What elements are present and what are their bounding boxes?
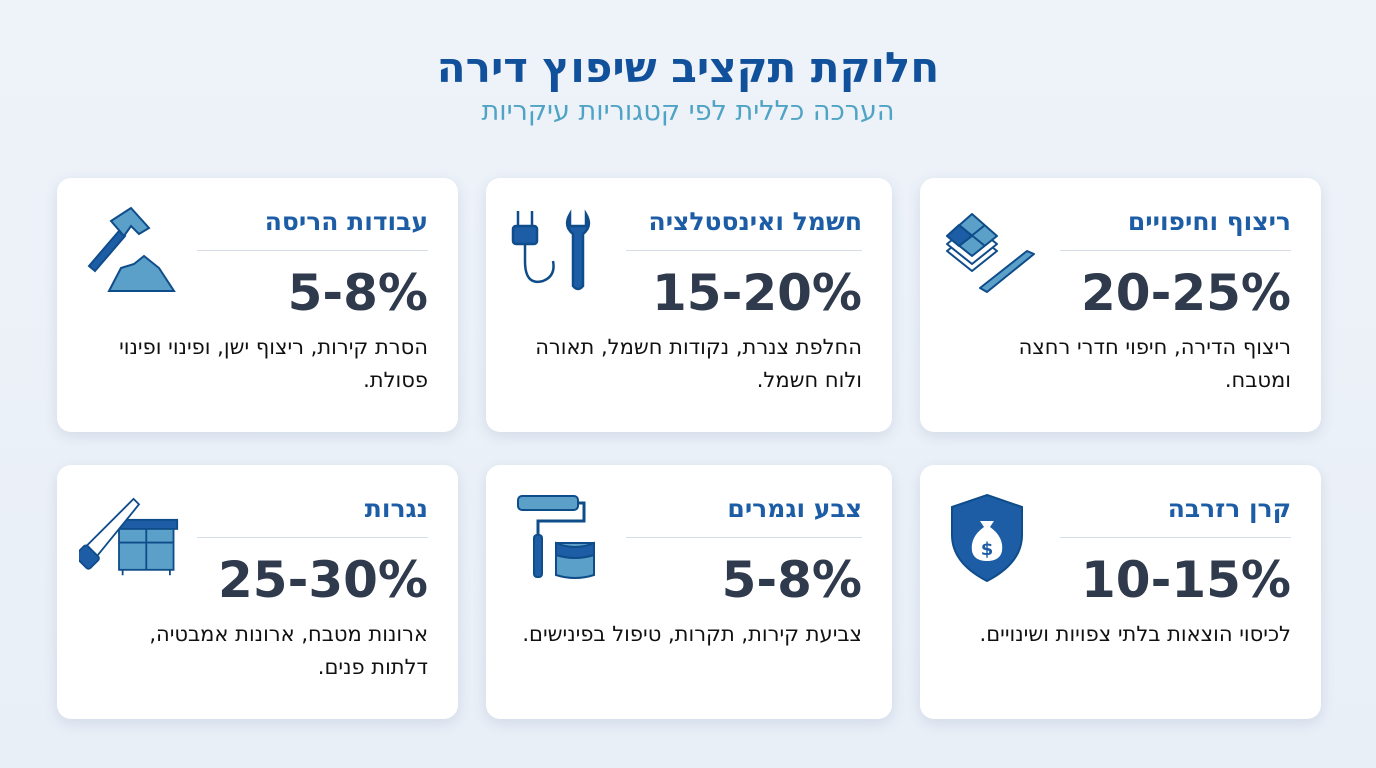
card-title: קרן רזרבה [1167,494,1291,523]
card-reserve: קרן רזרבה 10-15% לכיסוי הוצאות בלתי צפויו… [920,465,1321,719]
divider [626,250,862,251]
card-description: החלפת צנרת, נקודות חשמל, תאורה ולוח חשמל… [535,335,862,392]
header: חלוקת תקציב שיפוץ דירה הערכה כללית לפי ק… [0,0,1376,127]
page-subtitle: הערכה כללית לפי קטגוריות עיקריות [481,96,895,127]
divider [1060,250,1291,251]
card-carpentry: נגרות 25-30% ארונות מטבח, ארונות אמבטיה, … [57,465,458,719]
card-title: צבע וגמרים [727,494,862,523]
svg-text:$: $ [981,539,994,560]
plug-wrench-icon [511,209,591,291]
card-flooring: ריצוף וחיפויים 20-25% ריצוף הדירה, חיפוי … [920,178,1321,432]
card-description: צביעת קירות, תקרות, טיפול בפינישים. [522,622,862,646]
saw-cabinet-icon [79,497,179,576]
card-title: חשמל ואינסטלציה [648,207,862,236]
card-percent: 25-30% [217,551,428,609]
card-description: לכיסוי הוצאות בלתי צפויות ושינויים. [979,622,1291,646]
card-percent: 10-15% [1080,551,1291,609]
card-percent: 5-8% [721,551,862,609]
card-description: הסרת קירות, ריצוף ישן, ופינוי ופינוי פסו… [119,335,428,392]
hammer-rubble-icon [87,206,176,292]
divider [197,250,428,251]
card-description: ריצוף הדירה, חיפוי חדרי רחצה ומטבח. [1018,335,1291,392]
shield-money-icon: $ [951,493,1023,583]
card-percent: 5-8% [287,264,428,322]
card-demolition: עבודות הריסה 5-8% הסרת קירות, ריצוף ישן, … [57,178,458,432]
divider [1060,537,1291,538]
card-title: נגרות [364,494,428,523]
card-electric-plumbing: חשמל ואינסטלציה 15-20% החלפת צנרת, נקודות… [486,178,892,432]
card-title: ריצוף וחיפויים [1127,207,1291,236]
cards-grid: ריצוף וחיפויים 20-25% ריצוף הדירה, חיפוי … [56,178,1321,719]
paint-roller-icon [517,495,595,579]
tiles-icon [946,213,1035,293]
divider [197,537,428,538]
card-title: עבודות הריסה [264,207,428,236]
card-description: ארונות מטבח, ארונות אמבטיה, דלתות פנים. [149,622,428,679]
card-paint: צבע וגמרים 5-8% צביעת קירות, תקרות, טיפול… [486,465,892,719]
card-percent: 20-25% [1080,264,1291,322]
divider [626,537,862,538]
page-title: חלוקת תקציב שיפוץ דירה [436,43,940,92]
card-percent: 15-20% [651,264,862,322]
